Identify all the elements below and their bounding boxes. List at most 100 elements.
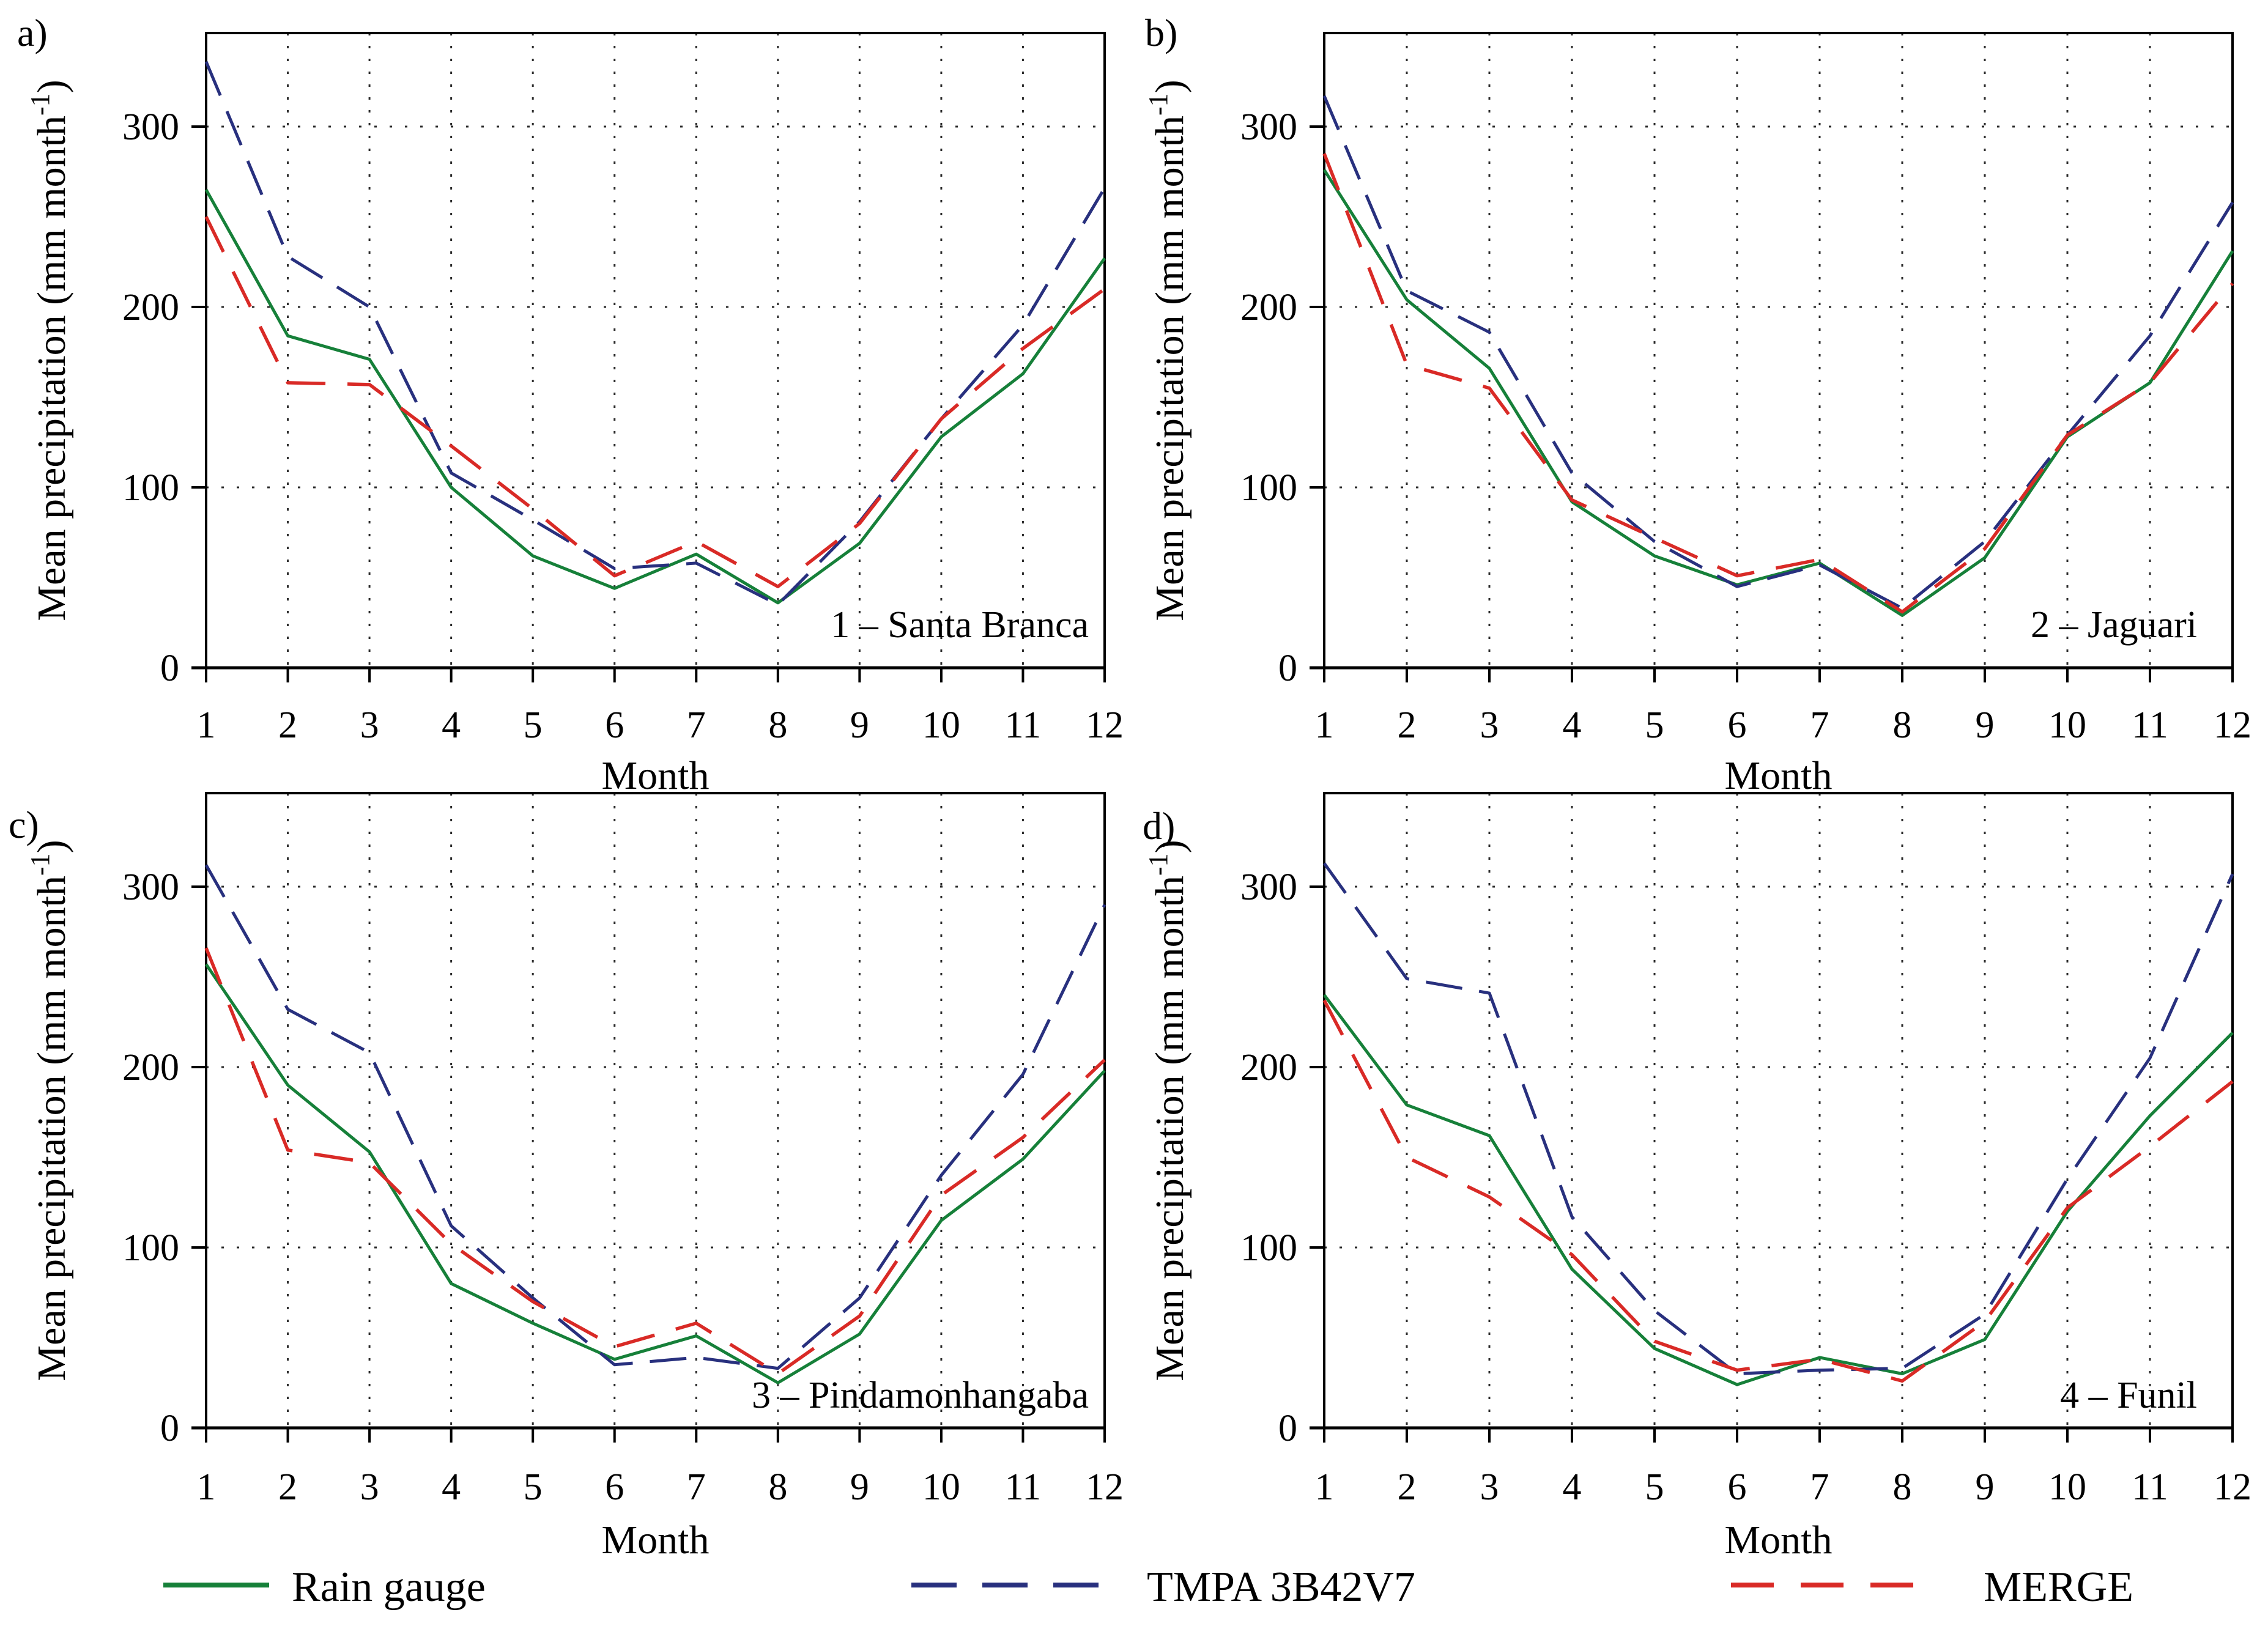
x-tick-label: 6 — [605, 1466, 624, 1508]
x-tick-label: 1 — [1315, 704, 1334, 746]
site-label: 3 – Pindamonhangaba — [752, 1375, 1089, 1416]
y-tick-label: 200 — [122, 1047, 179, 1088]
x-tick-label: 4 — [1563, 1466, 1582, 1508]
x-tick-label: 2 — [278, 704, 297, 746]
y-tick-label: 100 — [1240, 1227, 1297, 1269]
series-line-rain-gauge — [204, 189, 1106, 605]
x-tick-label: 8 — [768, 704, 787, 746]
x-tick-label: 3 — [1480, 704, 1499, 746]
x-tick-label: 4 — [1563, 704, 1582, 746]
x-tick-label: 1 — [197, 1466, 216, 1508]
y-tick-label: 0 — [1278, 648, 1297, 689]
x-tick-label: 9 — [850, 1466, 869, 1508]
x-tick-label: 9 — [1976, 704, 1995, 746]
x-tick-label: 6 — [605, 704, 624, 746]
y-tick-label: 0 — [1278, 1408, 1297, 1449]
y-tick-label: 200 — [1240, 287, 1297, 328]
x-tick-label: 3 — [360, 1466, 379, 1508]
y-tick-label: 300 — [122, 867, 179, 908]
x-tick-label: 12 — [2214, 704, 2251, 746]
x-tick-label: 11 — [2132, 704, 2168, 746]
x-tick-label: 12 — [1086, 704, 1124, 746]
x-tick-label: 8 — [768, 1466, 787, 1508]
y-axis-title: Mean precipitation (mm month-1) — [1143, 840, 1192, 1381]
series-line-merge — [204, 216, 1106, 588]
x-axis-title: Month — [601, 1518, 709, 1562]
x-tick-label: 3 — [1480, 1466, 1499, 1508]
series-line-merge — [1322, 153, 2234, 614]
series-line-tmpa-3b42v7 — [1322, 862, 2234, 1375]
x-tick-label: 5 — [524, 1466, 543, 1508]
y-tick-label: 300 — [1240, 106, 1297, 148]
x-tick-label: 10 — [922, 1466, 960, 1508]
x-tick-label: 8 — [1893, 1466, 1912, 1508]
site-label: 1 – Santa Branca — [831, 604, 1089, 646]
x-tick-label: 3 — [360, 704, 379, 746]
x-tick-label: 7 — [1810, 704, 1829, 746]
x-tick-label: 6 — [1728, 1466, 1747, 1508]
x-tick-label: 9 — [1976, 1466, 1995, 1508]
plot-frame — [205, 792, 1106, 1429]
legend-label: Rain gauge — [292, 1564, 486, 1611]
x-tick-label: 11 — [1005, 1466, 1042, 1508]
series-line-merge — [1322, 999, 2234, 1383]
x-axis-title: Month — [1724, 753, 1832, 798]
x-tick-label: 11 — [2132, 1466, 2168, 1508]
x-axis-title: Month — [1724, 1518, 1832, 1562]
x-axis-title: Month — [601, 753, 709, 798]
panel-letter: b) — [1145, 11, 1177, 54]
x-tick-label: 7 — [687, 1466, 706, 1508]
y-tick-label: 300 — [122, 106, 179, 148]
x-tick-label: 4 — [442, 704, 461, 746]
y-tick-label: 100 — [1240, 467, 1297, 509]
legend-label: TMPA 3B42V7 — [1147, 1564, 1415, 1611]
x-tick-label: 2 — [1398, 1466, 1417, 1508]
y-tick-label: 100 — [122, 1227, 179, 1269]
series-line-tmpa-3b42v7 — [204, 61, 1106, 607]
x-tick-label: 1 — [1315, 1466, 1334, 1508]
x-tick-label: 11 — [1005, 704, 1042, 746]
x-tick-label: 7 — [1810, 1466, 1829, 1508]
series-line-rain-gauge — [1323, 994, 2234, 1386]
x-tick-label: 6 — [1728, 704, 1747, 746]
x-tick-label: 5 — [524, 704, 543, 746]
site-label: 4 – Funil — [2060, 1375, 2197, 1416]
x-tick-label: 5 — [1645, 1466, 1664, 1508]
x-tick-label: 12 — [2214, 1466, 2251, 1508]
panel-letter: c) — [9, 803, 39, 846]
panel-letter: a) — [17, 11, 48, 54]
y-tick-label: 200 — [122, 287, 179, 328]
x-tick-label: 9 — [850, 704, 869, 746]
x-tick-label: 7 — [687, 704, 706, 746]
site-label: 2 – Jaguari — [2031, 604, 2197, 646]
x-tick-label: 10 — [2048, 704, 2086, 746]
y-tick-label: 0 — [160, 1408, 179, 1449]
y-tick-label: 300 — [1240, 867, 1297, 908]
y-axis-title: Mean precipitation (mm month-1) — [1143, 79, 1192, 621]
x-tick-label: 10 — [922, 704, 960, 746]
x-tick-label: 12 — [1086, 1466, 1124, 1508]
x-tick-label: 2 — [1398, 704, 1417, 746]
y-tick-label: 200 — [1240, 1047, 1297, 1088]
series-line-tmpa-3b42v7 — [1322, 95, 2234, 610]
plot-frame — [1323, 792, 2234, 1429]
x-tick-label: 10 — [2048, 1466, 2086, 1508]
y-tick-label: 100 — [122, 467, 179, 509]
series-line-rain-gauge — [1322, 169, 2234, 617]
x-tick-label: 2 — [278, 1466, 297, 1508]
x-tick-label: 5 — [1645, 704, 1664, 746]
figure-legend: Rain gauge TMPA 3B42V7 MERGE — [163, 1564, 2133, 1611]
y-tick-label: 0 — [160, 648, 179, 689]
y-axis-title: Mean precipitation (mm month-1) — [25, 79, 74, 621]
series-line-rain-gauge — [204, 963, 1106, 1384]
series-line-merge — [204, 947, 1106, 1376]
x-tick-label: 1 — [197, 704, 216, 746]
panel-letter: d) — [1143, 804, 1175, 848]
x-tick-label: 4 — [442, 1466, 461, 1508]
